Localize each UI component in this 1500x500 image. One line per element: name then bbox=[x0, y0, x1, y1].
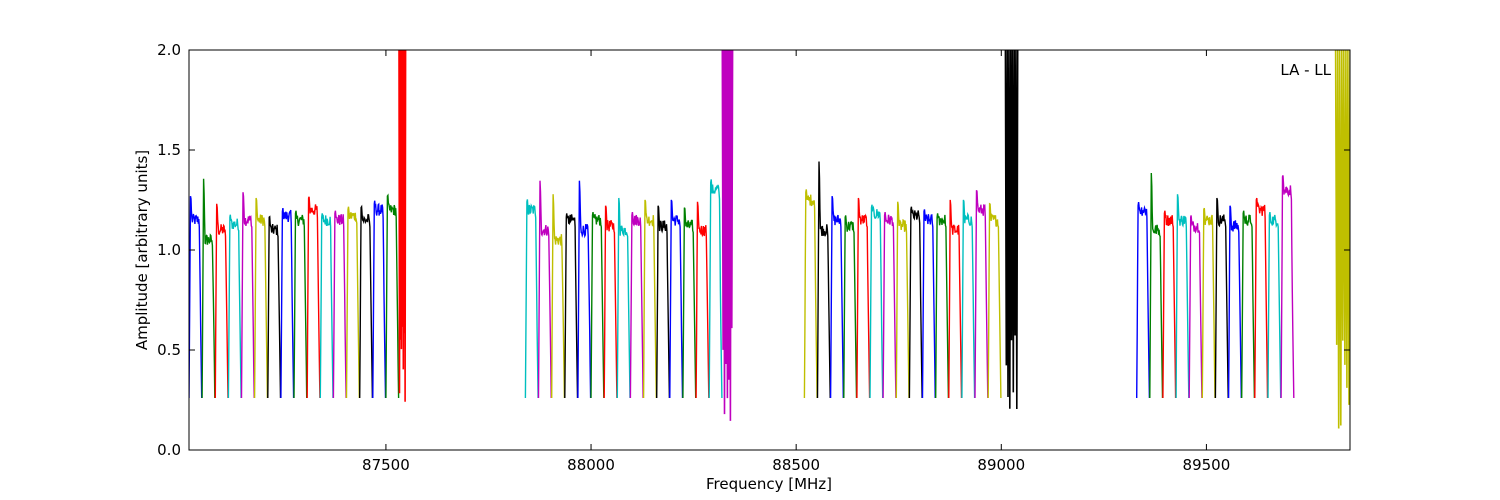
x-tick-label: 89500 bbox=[1183, 456, 1231, 474]
spectrum-segment bbox=[359, 204, 374, 399]
y-tick-label: 1.5 bbox=[157, 141, 181, 159]
spectrum-segment bbox=[1149, 172, 1164, 399]
spectrum-segment bbox=[280, 207, 295, 399]
panel-annotation: LA - LL bbox=[1280, 61, 1331, 79]
spectrum-segment bbox=[895, 201, 910, 399]
spectrum-segment bbox=[189, 195, 203, 399]
spectrum-segment bbox=[843, 215, 858, 399]
spectrum-segment bbox=[961, 199, 976, 399]
spectrum-tail bbox=[398, 50, 407, 402]
spectrum-segment bbox=[564, 213, 579, 399]
y-tick-label: 2.0 bbox=[157, 41, 181, 59]
x-tick-label: 88500 bbox=[772, 456, 820, 474]
spectrum-segment bbox=[935, 213, 950, 399]
spectrum-segment bbox=[708, 179, 723, 399]
spectrum-segment bbox=[201, 178, 216, 399]
spectrum-segment bbox=[267, 215, 282, 399]
spectrum-segment bbox=[345, 206, 360, 399]
spectrum-segment bbox=[882, 211, 897, 399]
spectrum-segment bbox=[829, 195, 844, 399]
spectrum-segment bbox=[385, 193, 400, 399]
spectrum-segment bbox=[656, 205, 671, 399]
spectrum-segment bbox=[682, 207, 697, 399]
x-tick-label: 87500 bbox=[362, 456, 410, 474]
spectrum-segment bbox=[1280, 175, 1295, 399]
spectrum-segment bbox=[974, 190, 989, 399]
y-tick-label: 0.5 bbox=[157, 341, 181, 359]
spectrum-segment bbox=[1135, 202, 1151, 399]
spectrum-segment bbox=[1175, 194, 1190, 399]
x-axis: 87500 88000 88500 89000 89500 bbox=[362, 50, 1230, 474]
y-tick-label: 0.0 bbox=[157, 441, 181, 459]
spectrum-segment bbox=[948, 199, 963, 399]
spectrum-segment bbox=[816, 161, 831, 399]
spectrum-tail bbox=[721, 50, 734, 421]
spectrum-segment bbox=[629, 211, 644, 399]
y-tick-label: 1.0 bbox=[157, 241, 181, 259]
x-axis-title: Frequency [MHz] bbox=[706, 475, 832, 493]
spectrum-segment bbox=[1188, 215, 1203, 399]
spectrum-segment bbox=[1227, 205, 1242, 399]
spectrum-segment bbox=[551, 194, 566, 399]
spectrum-segment bbox=[537, 180, 552, 399]
spectrum-segment bbox=[227, 214, 242, 399]
spectrum-segment bbox=[372, 200, 387, 399]
x-tick-label: 88000 bbox=[567, 456, 615, 474]
spectrum-segment bbox=[803, 189, 818, 399]
spectrum-segment bbox=[214, 203, 229, 399]
y-axis: 0.0 0.5 1.0 1.5 2.0 bbox=[157, 41, 1350, 459]
spectrum-segment bbox=[1162, 210, 1177, 399]
spectrum-segment bbox=[577, 180, 592, 399]
spectrum-segment bbox=[332, 210, 347, 399]
spectrum-segment bbox=[669, 199, 684, 399]
spectrum-segment bbox=[319, 213, 334, 399]
y-axis-title: Amplitude [arbitrary units] bbox=[133, 150, 151, 350]
spectrum-segment bbox=[869, 204, 884, 399]
spectrum-segment bbox=[921, 209, 936, 399]
series-layer bbox=[189, 50, 1350, 429]
spectrum-segment bbox=[1214, 197, 1229, 399]
spectrum-segment bbox=[306, 196, 321, 399]
spectrum-tail bbox=[1334, 50, 1350, 429]
spectrum-segment bbox=[987, 202, 1002, 399]
spectrum-segment bbox=[603, 205, 618, 399]
spectrum-segment bbox=[1254, 197, 1269, 399]
spectrum-segment bbox=[240, 192, 255, 399]
spectrum-segment bbox=[253, 197, 269, 399]
spectrum-segment bbox=[1240, 210, 1256, 399]
spectrum-segment bbox=[293, 210, 308, 399]
spectrum-segment bbox=[1267, 211, 1282, 399]
spectrum-segment bbox=[856, 197, 871, 399]
x-tick-label: 89000 bbox=[977, 456, 1025, 474]
spectrum-tail bbox=[1004, 50, 1019, 410]
spectrum-segment bbox=[590, 211, 605, 399]
spectrum-segment bbox=[1201, 207, 1216, 399]
spectrum-segment bbox=[695, 201, 710, 399]
spectrum-segment bbox=[616, 197, 631, 399]
spectrum-segment bbox=[524, 199, 539, 399]
spectrum-segment bbox=[642, 199, 657, 399]
spectrum-segment bbox=[908, 206, 923, 399]
